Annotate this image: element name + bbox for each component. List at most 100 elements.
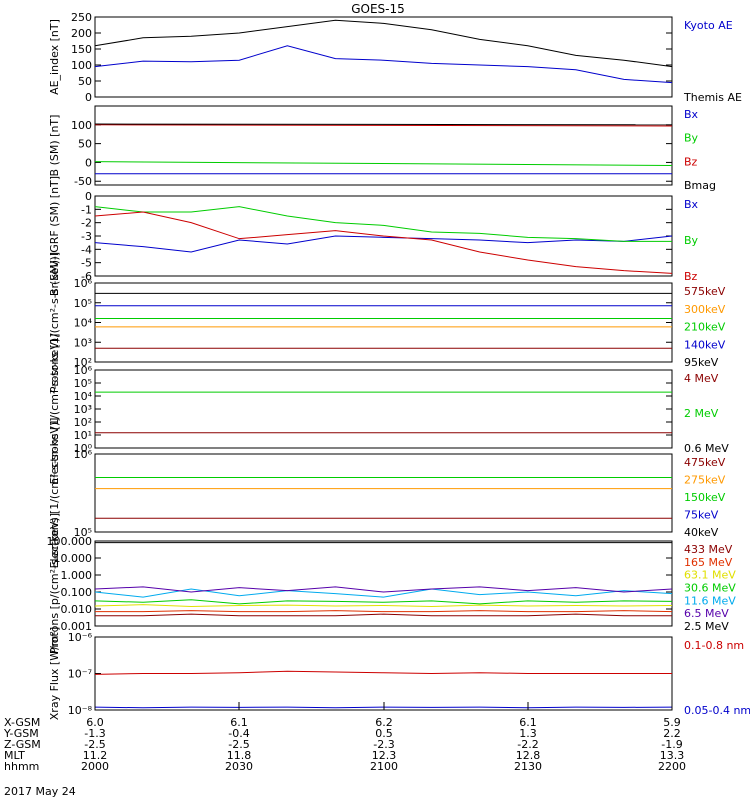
legend-entry: 0.1-0.8 nm xyxy=(684,639,744,652)
x-row-label: hhmm xyxy=(4,760,39,773)
series-line xyxy=(94,235,673,253)
y-axis-label: AE_index [nT] xyxy=(48,19,61,95)
y-tick-label: 0 xyxy=(85,91,92,104)
y-axis-label: B (SM)-IGRF (SM) [nT] xyxy=(48,176,61,296)
series-line xyxy=(94,124,673,127)
panel-7: 0.001 0.010 0.100 1.000 10.000 100.000Protons… xyxy=(47,513,737,654)
panel-3: -6-5-4-3-2-10 B (SM)-IGRF (SM) [nT] Bx By Bz xyxy=(48,176,699,296)
y-tick-label: 10⁻⁷ xyxy=(68,668,92,681)
legend-entry: 63.1 MeV xyxy=(684,569,736,582)
panel-1: 0 50 100 150 200 250 AE_index [nT] Kyoto AE Them… xyxy=(48,11,742,104)
y-tick-label: -50 xyxy=(74,175,92,188)
y-tick-label: -3 xyxy=(81,230,92,243)
x-row-value: 2130 xyxy=(514,760,542,773)
x-row-value: 1.3 xyxy=(519,727,537,740)
legend-entry: Kyoto AE xyxy=(684,19,733,32)
y-tick-label: 10.000 xyxy=(54,552,93,565)
legend-entry: 300keV xyxy=(684,303,726,316)
panel-frame xyxy=(94,105,673,186)
panel-frame xyxy=(94,282,673,363)
y-tick-label: 50 xyxy=(78,75,92,88)
x-row-value: 5.9 xyxy=(663,716,681,729)
y-tick-label: -2 xyxy=(81,217,92,230)
y-axis-label: Xray Flux [W/m²] xyxy=(48,627,61,720)
y-tick-label: 10⁶ xyxy=(74,277,93,290)
legend-entry: 75keV xyxy=(684,509,719,522)
legend-entry: 210keV xyxy=(684,321,726,334)
y-tick-label: 10² xyxy=(74,416,92,429)
y-tick-label: 100 xyxy=(71,119,92,132)
x-row-value: 13.3 xyxy=(660,749,685,762)
y-tick-label: 10⁵ xyxy=(74,297,92,310)
legend-entry: Bz xyxy=(684,270,698,283)
legend-entry: 30.6 MeV xyxy=(684,582,736,595)
x-row-value: 11.8 xyxy=(227,749,252,762)
y-tick-label: 10⁵ xyxy=(74,526,92,539)
legend-entry: 0.05-0.4 nm xyxy=(684,704,750,717)
series-line xyxy=(94,161,673,166)
legend-entry: Bx xyxy=(684,108,699,121)
x-row-value: -1.9 xyxy=(661,738,682,751)
plot-title: GOES-15 xyxy=(351,2,405,16)
y-tick-label: 0 xyxy=(85,156,92,169)
y-tick-label: 0.001 xyxy=(61,620,93,633)
y-tick-label: 10⁵ xyxy=(74,377,92,390)
legend-entry: 433 MeV xyxy=(684,543,733,556)
series-line xyxy=(94,19,673,68)
series-line xyxy=(94,604,673,608)
y-tick-label: -1 xyxy=(81,203,92,216)
x-axis-rows: X-GSM 6.0 6.1 6.2 6.1 5.9 Y-GSM -1.3 -0.4 0.5 1.3 2… xyxy=(3,702,686,773)
legend-entry: Bz xyxy=(684,155,698,168)
series-line xyxy=(94,586,673,593)
y-tick-label: 200 xyxy=(71,27,92,40)
x-row-value: 2.2 xyxy=(663,727,681,740)
series-line xyxy=(94,206,672,242)
series-line xyxy=(94,588,673,598)
legend-entry: 575keV xyxy=(684,285,726,298)
x-row-value: -2.5 xyxy=(228,738,249,751)
legend-entry: By xyxy=(684,132,699,145)
y-tick-label: 50 xyxy=(78,138,92,151)
panels: 0 50 100 150 200 250 AE_index [nT] Kyoto AE Them… xyxy=(47,11,750,720)
x-row-value: -1.3 xyxy=(84,727,105,740)
panel-frame xyxy=(94,540,673,627)
y-tick-label: 100.000 xyxy=(47,535,93,548)
x-row-label: Y-GSM xyxy=(3,727,39,740)
y-axis-label: Protons [p/(cm²-s-sr-keV)] xyxy=(48,513,61,654)
y-axis-label: B (SM) [nT] xyxy=(48,115,61,177)
y-tick-label: 10¹ xyxy=(74,429,92,442)
series-line xyxy=(95,613,672,617)
legend-entry: By xyxy=(684,234,699,247)
y-tick-label: 250 xyxy=(71,11,92,24)
legend-entry: 4 MeV xyxy=(684,372,719,385)
series-line xyxy=(95,610,673,613)
legend-entry: Bx xyxy=(684,198,699,211)
legend-entry: Bmag xyxy=(684,179,716,192)
x-row-value: 2200 xyxy=(658,760,686,773)
x-row-value: -2.3 xyxy=(373,738,394,751)
panel-2: -50 0 50 100 B (SM) [nT] Bx By Bz Bmag xyxy=(48,105,716,192)
x-row-value: 2000 xyxy=(81,760,109,773)
legend-entry: 2.5 MeV xyxy=(684,620,729,633)
y-tick-label: 10⁶ xyxy=(74,448,93,461)
x-row-value: 6.1 xyxy=(230,716,248,729)
series-line xyxy=(94,670,672,675)
series-line xyxy=(94,211,673,274)
x-row-value: -0.4 xyxy=(228,727,249,740)
panel-frame xyxy=(94,453,673,533)
y-tick-label: 10⁴ xyxy=(74,317,93,330)
legend-entry: 11.6 MeV xyxy=(684,594,736,607)
x-row-value: 6.2 xyxy=(375,716,393,729)
y-tick-label: 0.010 xyxy=(61,603,93,616)
x-row-value: -2.5 xyxy=(84,738,105,751)
legend-entry: 95keV xyxy=(684,356,719,369)
x-row-value: -2.2 xyxy=(517,738,538,751)
x-row-value: 0.5 xyxy=(375,727,393,740)
legend-entry: 475keV xyxy=(684,456,726,469)
y-tick-label: 10³ xyxy=(74,336,92,349)
panel-6: 10⁵ 10⁶ Electrons [1/(cm²-s-sr-keV)] 475keV… xyxy=(48,418,726,569)
x-row-value: 2030 xyxy=(225,760,253,773)
x-row-value: 12.8 xyxy=(516,749,541,762)
